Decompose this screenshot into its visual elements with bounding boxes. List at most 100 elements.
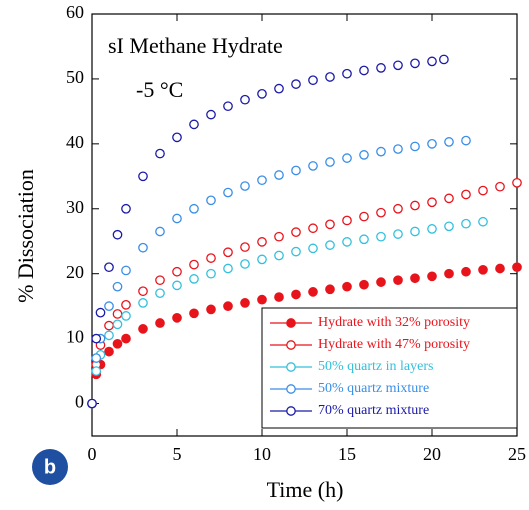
data-point	[121, 333, 131, 344]
data-point	[393, 60, 403, 71]
data-point	[189, 308, 199, 319]
x-tick-label: 15	[338, 444, 356, 464]
data-point	[172, 213, 182, 224]
y-tick-label: 50	[66, 67, 84, 87]
x-axis-title: Time (h)	[267, 477, 344, 502]
data-point	[172, 266, 182, 277]
y-tick-label: 10	[66, 327, 84, 347]
y-tick-label: 0	[75, 392, 84, 412]
data-point	[155, 318, 165, 328]
data-point	[121, 300, 131, 310]
data-point	[427, 138, 437, 149]
data-point	[274, 83, 284, 94]
data-point	[172, 132, 182, 143]
data-point	[206, 253, 216, 263]
data-point	[427, 56, 437, 67]
y-tick-label: 60	[66, 2, 84, 22]
plot-frame	[91, 13, 518, 437]
data-point	[240, 181, 250, 191]
data-point	[112, 338, 123, 349]
panel-badge	[32, 449, 68, 485]
data-point	[155, 275, 165, 286]
annotation: sI Methane Hydrate	[108, 33, 283, 58]
data-point	[274, 170, 284, 180]
y-axis-title: % Dissociation	[13, 169, 38, 303]
data-point	[308, 223, 318, 234]
x-tick-label: 10	[253, 444, 271, 464]
data-point	[87, 398, 97, 409]
data-point	[257, 175, 267, 186]
data-point	[478, 264, 488, 275]
data-point	[342, 215, 352, 226]
data-point	[376, 146, 386, 157]
annotation: -5 °C	[136, 77, 183, 102]
x-tick-label: 25	[508, 444, 526, 464]
data-point	[138, 324, 148, 334]
data-point	[461, 189, 471, 200]
data-point	[206, 109, 216, 120]
data-point	[427, 197, 437, 208]
data-point	[325, 240, 335, 250]
data-point	[223, 247, 233, 258]
data-point	[444, 268, 454, 279]
data-point	[461, 266, 471, 277]
data-point	[189, 274, 199, 284]
data-point	[439, 54, 449, 65]
data-point	[138, 298, 148, 308]
data-point	[359, 234, 369, 245]
data-point	[121, 311, 131, 321]
data-point	[223, 263, 233, 274]
data-point	[172, 280, 182, 291]
data-point	[308, 243, 318, 254]
data-point	[104, 301, 114, 312]
data-point	[291, 289, 301, 300]
data-point	[342, 68, 352, 79]
data-point	[376, 277, 386, 287]
legend-label: 50% quartz in layers	[318, 359, 433, 374]
data-point	[189, 259, 199, 270]
data-point	[274, 292, 284, 302]
data-point	[393, 203, 403, 214]
data-point	[325, 157, 335, 167]
data-point	[104, 330, 114, 341]
data-point	[512, 262, 522, 273]
panel-label: b	[44, 456, 56, 478]
data-point	[461, 218, 471, 229]
data-point	[342, 237, 352, 247]
legend-marker	[286, 340, 296, 350]
data-point	[376, 63, 386, 73]
y-tick-label: 40	[66, 132, 84, 152]
legend-marker	[286, 384, 296, 394]
data-point	[112, 319, 123, 330]
data-point	[308, 287, 318, 297]
data-point	[189, 119, 199, 130]
data-point	[240, 259, 250, 269]
data-point	[291, 79, 301, 89]
legend-label: 70% quartz mixture	[318, 403, 429, 418]
data-point	[325, 219, 335, 230]
data-point	[342, 153, 352, 163]
legend-marker	[286, 318, 296, 328]
data-point	[91, 353, 102, 363]
data-point	[410, 58, 420, 69]
data-point	[112, 281, 123, 292]
data-point	[91, 366, 102, 376]
data-point	[257, 89, 267, 99]
data-point	[359, 65, 369, 76]
data-point	[91, 333, 102, 344]
data-point	[427, 224, 437, 234]
data-point	[410, 141, 420, 152]
x-tick-label: 5	[173, 444, 182, 464]
data-point	[240, 94, 250, 105]
data-point	[461, 135, 471, 146]
data-point	[291, 165, 301, 176]
data-point	[104, 262, 114, 273]
data-point	[444, 137, 454, 147]
data-point	[121, 203, 131, 214]
data-point	[308, 75, 318, 86]
data-point	[138, 286, 148, 297]
data-point	[444, 221, 454, 232]
data-point	[444, 193, 454, 204]
x-tick-label: 0	[88, 444, 97, 464]
